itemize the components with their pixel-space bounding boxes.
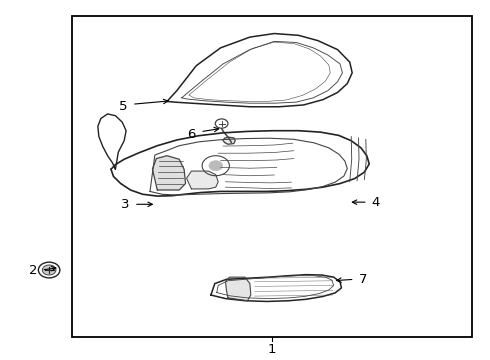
Text: 7: 7 xyxy=(359,273,367,286)
Text: 2: 2 xyxy=(29,264,37,276)
Polygon shape xyxy=(187,171,218,189)
Text: 4: 4 xyxy=(371,195,380,209)
Circle shape xyxy=(42,265,56,275)
Polygon shape xyxy=(223,137,235,144)
Bar xyxy=(72,16,471,337)
Polygon shape xyxy=(225,277,251,301)
Text: 5: 5 xyxy=(119,100,127,113)
Text: 1: 1 xyxy=(268,343,276,356)
Polygon shape xyxy=(152,156,186,190)
Text: 3: 3 xyxy=(122,198,130,211)
Text: 6: 6 xyxy=(187,128,196,141)
Circle shape xyxy=(209,161,222,171)
